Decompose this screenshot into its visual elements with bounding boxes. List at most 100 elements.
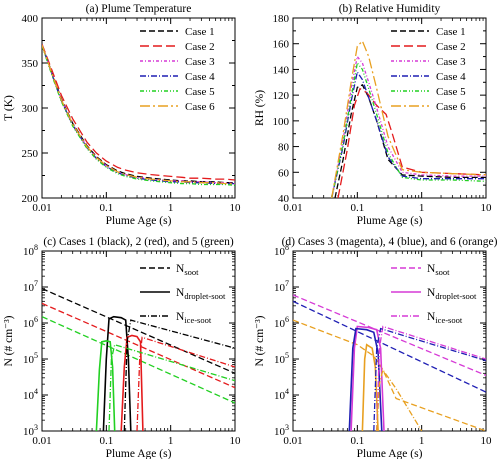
- y-tick-label: 250: [22, 148, 39, 160]
- chart-title: (a) Plume Temperature: [86, 3, 192, 15]
- x-tick-label: 1: [419, 202, 425, 214]
- y-tick-label: 120: [273, 90, 290, 102]
- x-tick-label: 0.01: [283, 202, 302, 214]
- series-line-droplet-red: [120, 334, 144, 431]
- legend-label: Case 4: [185, 71, 215, 83]
- series-line-case-6: [42, 44, 235, 185]
- legend-label: Case 3: [436, 56, 466, 68]
- legend-label: Case 5: [436, 86, 466, 98]
- series-group: [42, 43, 235, 187]
- series-line-soot-green: [42, 316, 235, 404]
- y-tick-label: 180: [273, 13, 290, 25]
- series-line-ice-orange: [376, 368, 423, 431]
- x-tick-label: 10: [481, 202, 493, 214]
- y-tick-label: 107: [23, 279, 38, 294]
- x-tick-label: 0.1: [99, 435, 113, 447]
- series-line-case-2: [42, 43, 235, 181]
- y-axis-label: N (# cm⁻³): [3, 315, 15, 366]
- y-tick-label: 350: [22, 58, 39, 70]
- series-line-ice-blue: [373, 327, 486, 431]
- series-line-ice-green: [108, 343, 235, 431]
- y-tick-label: 60: [278, 167, 290, 179]
- x-axis-label: Plume Age (s): [106, 215, 172, 227]
- series-group: [331, 39, 486, 198]
- y-tick-label: 300: [22, 103, 39, 115]
- x-tick-label: 10: [230, 202, 242, 214]
- legend-label: Case 6: [185, 101, 215, 113]
- series-line-ice-red: [136, 336, 235, 431]
- y-tick-label: 105: [23, 351, 38, 366]
- x-tick-label: 10: [230, 435, 242, 447]
- x-axis-label: Plume Age (s): [357, 448, 423, 459]
- legend-label: Case 5: [185, 86, 215, 98]
- y-tick-label: 100: [273, 116, 290, 128]
- legend-label: Case 2: [185, 41, 215, 53]
- legend-label: Case 3: [185, 56, 215, 68]
- y-tick-label: 108: [23, 243, 38, 258]
- y-tick-label: 104: [274, 387, 289, 402]
- series-line-case-3: [331, 55, 486, 198]
- series-line-soot-orange: [293, 319, 486, 431]
- x-tick-label: 1: [168, 435, 174, 447]
- legend-label: Case 1: [436, 26, 466, 38]
- y-tick-label: 160: [273, 39, 290, 51]
- legend-label: Nice-soot: [176, 311, 212, 325]
- y-tick-label: 103: [23, 423, 38, 438]
- y-tick-label: 140: [273, 64, 290, 76]
- x-tick-label: 0.1: [350, 435, 364, 447]
- series-line-ice-black: [123, 319, 235, 431]
- chart-title: (c) Cases 1 (black), 2 (red), and 5 (gre…: [43, 236, 233, 248]
- y-tick-label: 80: [278, 142, 290, 154]
- y-axis-label: N (# cm⁻³): [254, 315, 266, 366]
- x-tick-label: 0.01: [32, 202, 51, 214]
- legend-label: Nice-soot: [427, 311, 463, 325]
- y-tick-label: 200: [22, 193, 39, 205]
- series-line-soot-magenta: [293, 294, 486, 377]
- x-tick-label: 0.01: [283, 435, 302, 447]
- series-line-droplet-magenta: [350, 325, 385, 431]
- chart-title: (d) Cases 3 (magenta), 4 (blue), and 6 (…: [282, 236, 498, 248]
- y-tick-label: 105: [274, 351, 289, 366]
- x-tick-label: 1: [419, 435, 425, 447]
- legend-label: Nsoot: [176, 263, 199, 277]
- legend-label: Case 1: [185, 26, 215, 38]
- series-line-case-1: [42, 44, 235, 184]
- series-line-droplet-black: [102, 315, 132, 431]
- chart-title: (b) Relative Humidity: [339, 3, 441, 15]
- legend-label: Case 6: [436, 101, 466, 113]
- plot-frame: [292, 250, 487, 432]
- x-tick-label: 10: [481, 435, 493, 447]
- series-line-case-5: [42, 45, 235, 187]
- series-line-ice-magenta: [376, 325, 486, 431]
- y-axis-label: RH (%): [254, 90, 266, 126]
- legend-label: Ndroplet-soot: [176, 287, 226, 301]
- y-tick-label: 104: [23, 387, 38, 402]
- x-tick-label: 0.1: [99, 202, 113, 214]
- series-group: [42, 288, 235, 431]
- legend-label: Case 4: [436, 71, 466, 83]
- y-tick-label: 106: [274, 315, 289, 330]
- series-line-droplet-orange: [361, 343, 379, 431]
- series-line-soot-black: [42, 288, 235, 374]
- series-group: [293, 294, 486, 431]
- series-line-soot-red: [42, 302, 235, 389]
- y-tick-label: 108: [274, 243, 289, 258]
- chart-panel-4: (d) Cases 3 (magenta), 4 (blue), and 6 (…: [254, 236, 498, 459]
- series-line-droplet-green: [95, 339, 116, 431]
- chart-panel-1: (a) Plume Temperature 0.01 0.1 1 10 Plume Age…: [3, 3, 241, 227]
- y-tick-label: 103: [274, 423, 289, 438]
- legend-label: Ndroplet-soot: [427, 287, 477, 301]
- y-tick-label: 400: [22, 13, 39, 25]
- chart-panel-2: (b) Relative Humidity 0.01 0.1 1 10 Plume Age…: [254, 3, 492, 227]
- y-tick-label: 40: [278, 193, 290, 205]
- x-tick-label: 1: [168, 202, 174, 214]
- x-tick-label: 0.01: [32, 435, 51, 447]
- x-axis-label: Plume Age (s): [357, 215, 423, 227]
- legend-label: Case 2: [436, 41, 466, 53]
- x-tick-label: 0.1: [350, 202, 364, 214]
- y-tick-label: 106: [23, 315, 38, 330]
- x-axis-label: Plume Age (s): [106, 448, 172, 459]
- series-line-case-6: [331, 39, 486, 198]
- legend-label: Nsoot: [427, 263, 450, 277]
